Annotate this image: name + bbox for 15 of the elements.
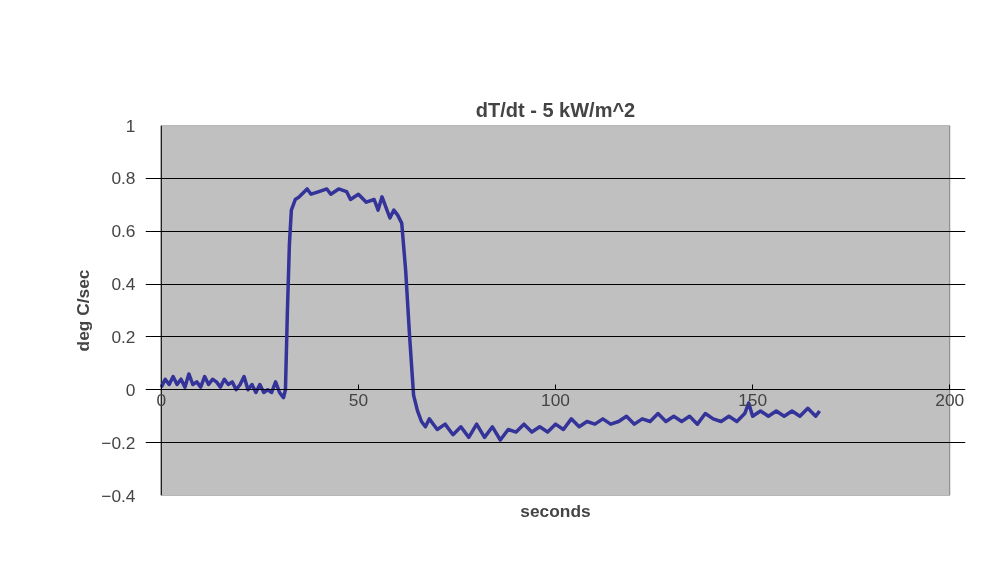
y-tick-label: 0.8 [111,168,136,189]
y-tick-label: −0.4 [101,485,136,506]
x-tick-label: 100 [541,389,570,410]
y-axis-title: deg C/sec [73,269,94,352]
y-tick-label: 0.6 [111,221,136,242]
x-tick-label: 50 [348,389,369,410]
y-tick-label: 1 [125,115,136,136]
x-tick-label: 150 [738,389,768,410]
line-series [159,187,822,442]
chart-title: dT/dt - 5 kW/m^2 [475,98,636,121]
x-tick-label: 200 [935,389,965,410]
y-tick-label: 0.2 [111,326,136,347]
y-tick-label: −0.2 [101,432,136,453]
x-axis-title: seconds [520,500,591,521]
y-tick-label: 0.4 [111,274,136,295]
